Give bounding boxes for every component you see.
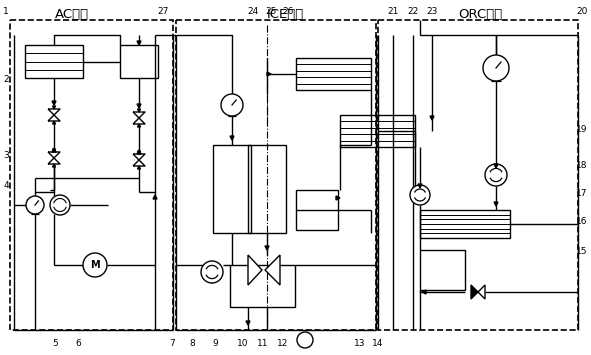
Circle shape <box>221 94 243 116</box>
Polygon shape <box>153 195 157 199</box>
Text: 3: 3 <box>3 151 9 159</box>
Polygon shape <box>53 121 56 124</box>
Text: 2: 2 <box>3 76 9 84</box>
Text: 23: 23 <box>426 7 438 16</box>
Bar <box>296 190 338 230</box>
Text: 4: 4 <box>3 180 9 190</box>
Text: 8: 8 <box>189 339 195 349</box>
Text: 7: 7 <box>169 339 175 349</box>
Bar <box>10 20 173 330</box>
Text: 24: 24 <box>248 7 259 16</box>
Bar <box>420 250 465 290</box>
Bar <box>176 20 376 330</box>
Polygon shape <box>138 109 141 112</box>
Bar <box>25 45 83 78</box>
Text: 10: 10 <box>237 339 249 349</box>
Polygon shape <box>248 255 262 285</box>
Text: ORC系统: ORC系统 <box>458 7 502 21</box>
Polygon shape <box>230 136 234 140</box>
Text: 12: 12 <box>277 339 288 349</box>
Circle shape <box>483 55 509 81</box>
Bar <box>230 265 295 307</box>
Polygon shape <box>53 164 56 167</box>
Text: 26: 26 <box>282 7 294 16</box>
Bar <box>420 210 510 238</box>
Circle shape <box>26 196 44 214</box>
Polygon shape <box>265 255 280 285</box>
Polygon shape <box>478 285 485 299</box>
Text: 25: 25 <box>265 7 277 16</box>
Circle shape <box>485 164 507 186</box>
Text: ICE系统: ICE系统 <box>267 7 304 21</box>
Polygon shape <box>430 116 434 120</box>
Bar <box>213 145 251 233</box>
Text: 5: 5 <box>52 339 58 349</box>
Polygon shape <box>137 104 141 108</box>
Polygon shape <box>52 101 56 105</box>
Text: 22: 22 <box>407 7 418 16</box>
Bar <box>296 58 371 90</box>
Text: 15: 15 <box>576 247 588 257</box>
Bar <box>340 115 415 147</box>
Polygon shape <box>137 41 141 45</box>
Text: 19: 19 <box>576 126 588 135</box>
Polygon shape <box>138 124 141 127</box>
Circle shape <box>83 253 107 277</box>
Text: 20: 20 <box>576 7 587 16</box>
Text: 13: 13 <box>354 339 366 349</box>
Bar <box>378 20 578 330</box>
Text: 16: 16 <box>576 218 588 226</box>
Bar <box>248 145 286 233</box>
Polygon shape <box>422 290 426 294</box>
Text: 11: 11 <box>257 339 269 349</box>
Text: 21: 21 <box>387 7 399 16</box>
Circle shape <box>50 195 70 215</box>
Polygon shape <box>267 72 271 76</box>
Bar <box>120 45 158 78</box>
Polygon shape <box>246 321 250 325</box>
Polygon shape <box>494 202 498 206</box>
Text: 18: 18 <box>576 160 588 169</box>
Polygon shape <box>53 106 56 109</box>
Polygon shape <box>494 164 498 168</box>
Text: 9: 9 <box>212 339 218 349</box>
Circle shape <box>297 332 313 348</box>
Text: 17: 17 <box>576 189 588 197</box>
Text: 27: 27 <box>157 7 168 16</box>
Polygon shape <box>265 246 269 250</box>
Circle shape <box>410 185 430 205</box>
Text: 14: 14 <box>372 339 384 349</box>
Polygon shape <box>137 150 141 154</box>
Polygon shape <box>52 148 56 152</box>
Polygon shape <box>138 151 141 154</box>
Text: 1: 1 <box>3 7 9 16</box>
Circle shape <box>201 261 223 283</box>
Polygon shape <box>418 184 422 188</box>
Polygon shape <box>471 285 478 299</box>
Text: M: M <box>90 260 100 270</box>
Polygon shape <box>138 166 141 169</box>
Polygon shape <box>53 149 56 152</box>
Polygon shape <box>336 196 340 200</box>
Text: AC系统: AC系统 <box>55 7 89 21</box>
Text: 6: 6 <box>75 339 81 349</box>
